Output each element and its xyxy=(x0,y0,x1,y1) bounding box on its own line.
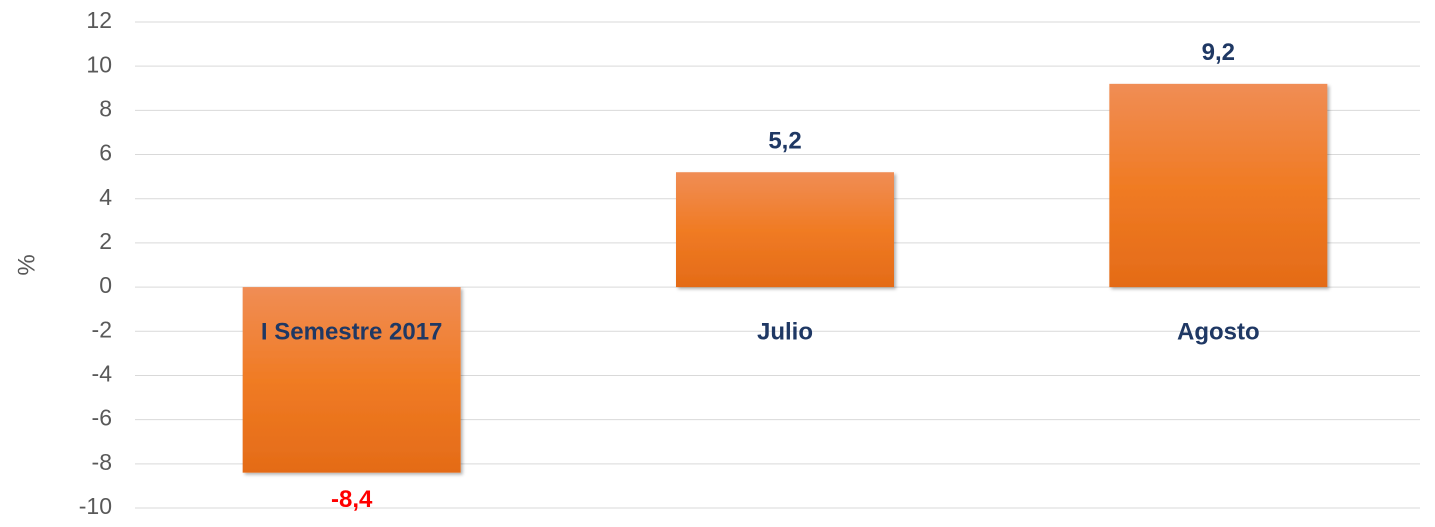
value-label: -8,4 xyxy=(331,486,373,513)
y-tick-label: -10 xyxy=(79,493,112,519)
y-tick-label: 4 xyxy=(99,184,112,210)
y-tick-label: -2 xyxy=(92,316,112,342)
y-tick-label: 6 xyxy=(99,140,112,166)
y-tick-label: 8 xyxy=(99,95,112,121)
value-label: 9,2 xyxy=(1202,39,1235,66)
y-axis-title: % xyxy=(13,254,40,275)
x-tick-label: I Semestre 2017 xyxy=(261,318,442,345)
y-tick-label: 2 xyxy=(99,228,112,254)
bar xyxy=(1109,83,1328,288)
bar xyxy=(676,172,894,288)
y-tick-label: -6 xyxy=(92,405,112,431)
value-label: 5,2 xyxy=(768,128,801,155)
bar xyxy=(242,287,461,473)
y-tick-label: 0 xyxy=(99,272,112,298)
y-tick-label: -8 xyxy=(92,449,112,475)
y-tick-label: 10 xyxy=(86,51,112,77)
x-tick-label: Agosto xyxy=(1177,318,1260,345)
x-tick-label: Julio xyxy=(757,318,813,345)
y-tick-label: -4 xyxy=(92,361,113,387)
y-tick-label: 12 xyxy=(86,7,112,33)
